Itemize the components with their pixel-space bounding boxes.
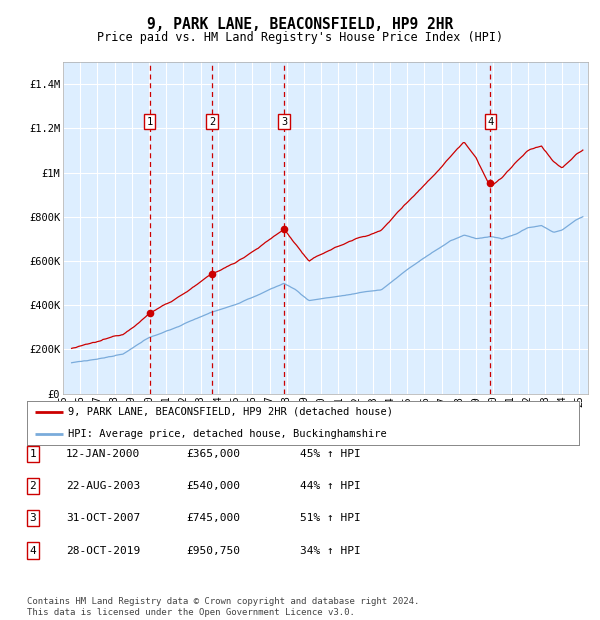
- Text: 9, PARK LANE, BEACONSFIELD, HP9 2HR (detached house): 9, PARK LANE, BEACONSFIELD, HP9 2HR (det…: [68, 407, 394, 417]
- Text: £540,000: £540,000: [186, 481, 240, 491]
- Text: 3: 3: [29, 513, 37, 523]
- Text: 9, PARK LANE, BEACONSFIELD, HP9 2HR: 9, PARK LANE, BEACONSFIELD, HP9 2HR: [147, 17, 453, 32]
- Text: £365,000: £365,000: [186, 449, 240, 459]
- Text: 1: 1: [146, 117, 153, 126]
- Text: 3: 3: [281, 117, 287, 126]
- Text: 31-OCT-2007: 31-OCT-2007: [66, 513, 140, 523]
- Text: 28-OCT-2019: 28-OCT-2019: [66, 546, 140, 556]
- Text: 4: 4: [487, 117, 494, 126]
- Text: 22-AUG-2003: 22-AUG-2003: [66, 481, 140, 491]
- Text: Contains HM Land Registry data © Crown copyright and database right 2024.
This d: Contains HM Land Registry data © Crown c…: [27, 598, 419, 617]
- Text: 45% ↑ HPI: 45% ↑ HPI: [300, 449, 361, 459]
- Text: £950,750: £950,750: [186, 546, 240, 556]
- Text: £745,000: £745,000: [186, 513, 240, 523]
- Text: Price paid vs. HM Land Registry's House Price Index (HPI): Price paid vs. HM Land Registry's House …: [97, 31, 503, 43]
- Text: 2: 2: [209, 117, 215, 126]
- Text: 12-JAN-2000: 12-JAN-2000: [66, 449, 140, 459]
- Text: 34% ↑ HPI: 34% ↑ HPI: [300, 546, 361, 556]
- Text: HPI: Average price, detached house, Buckinghamshire: HPI: Average price, detached house, Buck…: [68, 429, 387, 439]
- Text: 2: 2: [29, 481, 37, 491]
- Text: 51% ↑ HPI: 51% ↑ HPI: [300, 513, 361, 523]
- Text: 4: 4: [29, 546, 37, 556]
- Text: 1: 1: [29, 449, 37, 459]
- Text: 44% ↑ HPI: 44% ↑ HPI: [300, 481, 361, 491]
